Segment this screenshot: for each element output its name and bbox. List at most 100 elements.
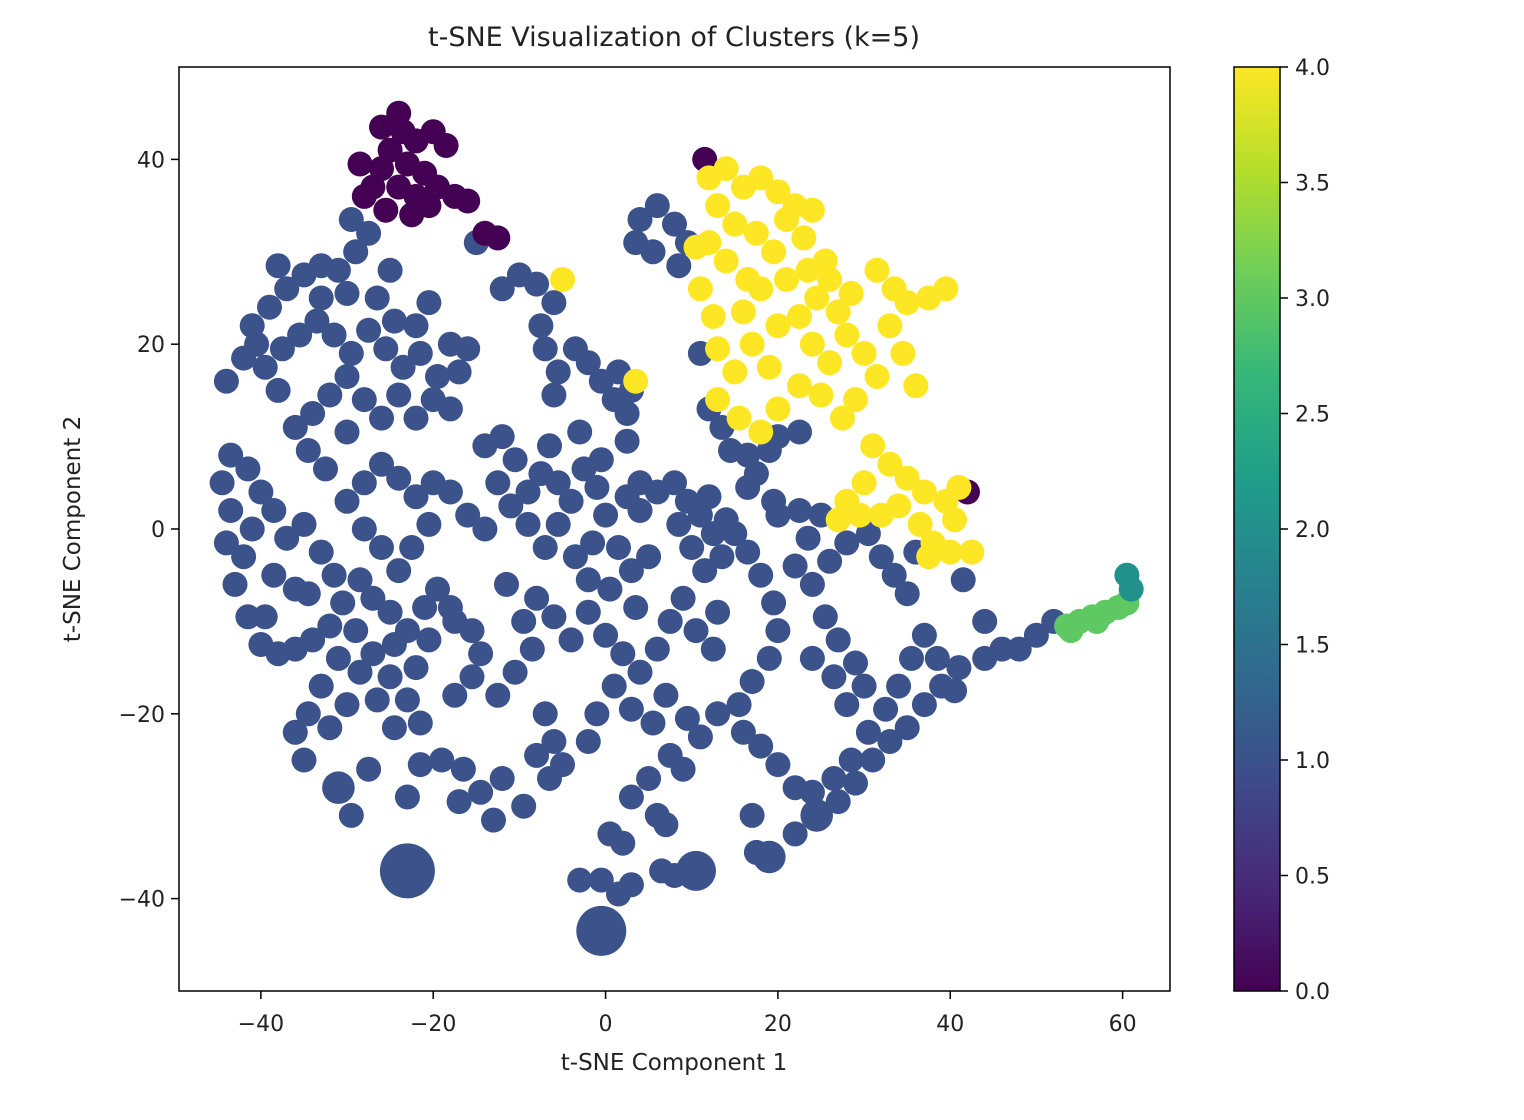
data-point: [519, 636, 545, 662]
x-axis-label: t-SNE Component 1: [561, 1050, 787, 1076]
data-point: [739, 669, 765, 694]
data-point: [502, 447, 528, 473]
data-point: [282, 414, 308, 440]
data-point: [494, 571, 519, 597]
data-point: [550, 267, 575, 292]
data-point: [748, 165, 774, 191]
data-point: [364, 285, 390, 311]
data-point: [972, 608, 998, 634]
data-point: [851, 340, 877, 366]
data-point: [300, 627, 326, 653]
data-point: [748, 419, 774, 445]
data-point: [313, 456, 338, 482]
data-point: [558, 627, 584, 653]
data-point: [838, 747, 864, 773]
data-point: [446, 789, 472, 815]
data-point: [562, 336, 588, 362]
chart-title: t-SNE Visualization of Clusters (k=5): [428, 22, 920, 53]
data-point: [257, 294, 282, 320]
data-point: [218, 442, 244, 468]
data-point: [618, 558, 644, 584]
data-point: [334, 488, 360, 514]
data-point: [334, 419, 360, 445]
data-point: [627, 207, 653, 232]
data-point: [528, 313, 554, 339]
data-point: [360, 585, 386, 611]
data-point: [666, 253, 692, 279]
data-point: [825, 627, 851, 653]
data-point: [942, 507, 968, 533]
data-point: [489, 766, 515, 791]
data-point: [761, 239, 787, 265]
data-point: [894, 715, 920, 741]
data-point: [713, 248, 739, 274]
data-point: [937, 539, 963, 565]
data-point: [670, 585, 696, 611]
data-point: [377, 257, 403, 283]
data-point: [317, 613, 343, 639]
data-point: [916, 544, 942, 570]
data-point: [911, 622, 937, 648]
data-point: [334, 364, 360, 389]
data-point: [722, 211, 748, 237]
data-point: [541, 290, 567, 316]
data-point: [295, 701, 321, 727]
data-point: [739, 802, 765, 828]
data-point: [584, 474, 610, 500]
data-point: [261, 562, 287, 588]
data-point: [407, 340, 433, 366]
colorbar-tick-label: 1.5: [1295, 634, 1330, 659]
data-point: [843, 650, 868, 676]
data-point: [679, 535, 705, 560]
y-axis-ticks: −40 −20 0 20 40: [119, 148, 179, 913]
data-point: [726, 692, 752, 718]
data-point: [291, 747, 317, 773]
data-point: [911, 479, 937, 505]
data-point: [787, 419, 812, 445]
data-point: [894, 581, 920, 607]
data-point: [799, 197, 825, 223]
data-point: [222, 571, 248, 597]
data-point: [485, 470, 511, 496]
data-point: [381, 308, 407, 334]
data-point: [347, 151, 373, 177]
data-point: [765, 396, 791, 422]
data-point: [743, 220, 769, 246]
data-point: [765, 618, 791, 644]
data-point: [524, 742, 550, 768]
data-point: [946, 474, 972, 500]
data-point: [269, 336, 295, 362]
data-point: [425, 364, 450, 389]
data-point: [446, 359, 472, 385]
data-point: [308, 673, 334, 699]
data-point: [576, 905, 627, 956]
data-point: [640, 239, 666, 265]
data-point: [489, 276, 515, 302]
data-point: [416, 627, 442, 653]
data-point: [894, 465, 920, 491]
data-point: [726, 405, 752, 431]
data-point: [545, 359, 571, 385]
data-point: [416, 290, 442, 316]
data-point: [705, 387, 731, 413]
x-tick-label: 0: [599, 1012, 613, 1037]
data-point: [282, 719, 308, 745]
data-point: [618, 872, 644, 898]
data-point: [347, 567, 373, 593]
data-point: [545, 511, 571, 537]
data-point: [700, 521, 726, 547]
data-point: [369, 535, 394, 560]
data-point: [412, 595, 438, 620]
data-point: [295, 581, 321, 607]
data-point: [877, 729, 903, 754]
data-point: [325, 257, 351, 283]
data-point: [627, 659, 653, 685]
data-point: [218, 498, 244, 523]
data-point: [381, 715, 407, 741]
data-point: [231, 544, 257, 570]
data-point: [821, 664, 847, 690]
data-point: [705, 193, 731, 219]
x-tick-label: 40: [936, 1012, 964, 1037]
data-point: [261, 498, 287, 523]
data-point: [662, 470, 687, 496]
